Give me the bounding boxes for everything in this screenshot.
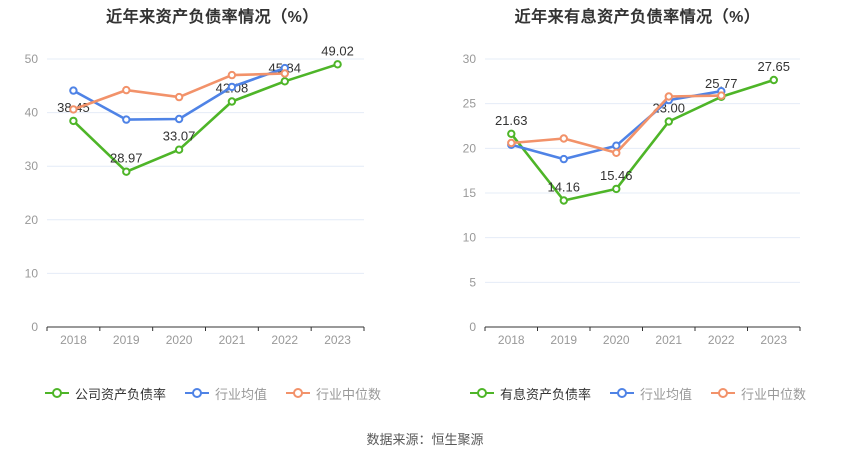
data-point-label: 21.63 — [495, 113, 528, 128]
y-axis-tick-label: 0 — [31, 320, 38, 334]
charts-row: 近年来资产负债率情况（%） 0 10 20 30 40 50 2018 2019 2020 202… — [0, 0, 850, 403]
y-axis-tick-label: 5 — [469, 275, 476, 289]
data-point[interactable] — [559, 196, 569, 205]
legend-item-industry-average[interactable]: 行业均值 — [184, 384, 267, 403]
y-axis-tick-label: 40 — [25, 106, 39, 120]
y-axis-tick-label: 10 — [463, 231, 477, 245]
line-circle-marker-icon — [609, 388, 634, 398]
legend-label: 行业均值 — [214, 386, 267, 402]
x-axis-tick-label: 2022 — [708, 333, 735, 347]
series-1 — [69, 63, 289, 124]
interest-bearing-liability-ratio-plot: 0 5 10 15 20 25 30 2018 2019 2020 2021 2022 2023 21.6… — [463, 52, 801, 347]
data-point[interactable] — [122, 115, 131, 124]
y-axis-tick-label: 20 — [25, 213, 39, 227]
line-circle-marker-icon — [286, 388, 310, 398]
series-2 — [507, 91, 726, 158]
data-point[interactable] — [280, 77, 289, 86]
data-point[interactable] — [122, 85, 131, 95]
data-point[interactable] — [174, 114, 184, 124]
data-point[interactable] — [280, 69, 289, 78]
x-axis-tick-label: 2021 — [655, 333, 682, 347]
legend-label: 行业中位数 — [316, 386, 382, 402]
y-axis-tick-label: 15 — [463, 186, 477, 200]
chart-title: 近年来资产负债率情况（%） — [106, 9, 319, 26]
data-point[interactable] — [227, 97, 237, 106]
data-point-label: 14.16 — [547, 180, 580, 195]
data-point[interactable] — [122, 167, 131, 176]
line-circle-marker-icon — [469, 388, 494, 398]
data-point[interactable] — [559, 154, 569, 164]
asset-liability-ratio-chart: 近年来资产负债率情况（%） 0 10 20 30 40 50 2018 2019 2020 202… — [0, 0, 425, 403]
x-axis-tick-label: 2023 — [324, 333, 351, 347]
legend-item-interest-bearing-ratio[interactable]: 有息资产负债率 — [469, 384, 591, 403]
legend-item-industry-median[interactable]: 行业中位数 — [285, 384, 381, 403]
data-point-label: 27.65 — [757, 59, 790, 74]
x-axis-tick-label: 2020 — [603, 333, 630, 347]
y-axis-tick-label: 50 — [25, 52, 39, 66]
y-axis-tick-label: 30 — [25, 159, 39, 173]
data-point[interactable] — [69, 116, 78, 126]
x-axis-tick-label: 2020 — [166, 333, 193, 347]
data-point[interactable] — [769, 75, 778, 85]
data-point[interactable] — [174, 92, 184, 102]
series-line — [72, 63, 338, 173]
data-point[interactable] — [664, 117, 674, 126]
y-axis-tick-label: 20 — [463, 141, 477, 155]
x-axis-tick-label: 2018 — [498, 333, 525, 347]
data-point[interactable] — [69, 105, 78, 114]
data-point[interactable] — [227, 70, 237, 80]
data-point[interactable] — [664, 92, 674, 101]
data-point-label: 33.07 — [163, 129, 196, 144]
data-point[interactable] — [174, 145, 184, 154]
data-point[interactable] — [717, 91, 726, 100]
data-point-label: 25.77 — [705, 76, 738, 91]
x-axis-tick-label: 2022 — [271, 333, 298, 347]
series-2 — [69, 69, 289, 114]
data-point[interactable] — [507, 129, 516, 139]
legend-label: 有息资产负债率 — [499, 386, 591, 402]
y-axis-tick-label: 30 — [463, 52, 477, 66]
legend-item-industry-median[interactable]: 行业中位数 — [710, 384, 806, 403]
legend-label: 行业均值 — [639, 386, 692, 402]
chart-title: 近年来有息资产负债率情况（%） — [514, 9, 761, 26]
line-circle-marker-icon — [184, 388, 209, 398]
data-point[interactable] — [559, 134, 569, 143]
x-axis-tick-label: 2019 — [550, 333, 577, 347]
y-axis-tick-label: 25 — [463, 97, 477, 111]
legend-item-company-ratio[interactable]: 公司资产负债率 — [44, 384, 166, 403]
data-source-note: 数据来源：恒生聚源 — [366, 432, 484, 447]
legend-item-industry-average[interactable]: 行业均值 — [609, 384, 692, 403]
x-axis-tick-label: 2018 — [60, 333, 87, 347]
data-point-label: 28.97 — [110, 151, 143, 166]
data-point[interactable] — [612, 148, 621, 158]
data-point[interactable] — [612, 184, 621, 194]
data-point[interactable] — [227, 82, 237, 92]
data-point[interactable] — [333, 60, 342, 69]
legend-label: 公司资产负债率 — [74, 386, 166, 402]
data-point[interactable] — [612, 141, 621, 150]
data-point-label: 49.02 — [321, 43, 354, 58]
data-point[interactable] — [507, 138, 516, 148]
data-point[interactable] — [69, 86, 78, 95]
x-axis-tick-label: 2019 — [113, 333, 140, 347]
series-line — [510, 78, 775, 202]
legend: 有息资产负债率 行业均值 行业中位数 — [425, 384, 850, 403]
x-axis-tick-label: 2023 — [760, 333, 787, 347]
line-circle-marker-icon — [44, 388, 69, 398]
legend-label: 行业中位数 — [741, 386, 807, 402]
data-point-label: 15.46 — [600, 168, 633, 183]
legend: 公司资产负债率 行业均值 行业中位数 — [0, 384, 425, 403]
asset-liability-ratio-plot: 0102030405020182019202020212022202338.45… — [25, 43, 365, 347]
y-axis-tick-label: 10 — [25, 266, 39, 280]
line-circle-marker-icon — [711, 388, 735, 398]
y-axis-tick-label: 0 — [469, 320, 476, 334]
x-axis-tick-label: 2021 — [219, 333, 246, 347]
interest-bearing-liability-ratio-chart: 近年来有息资产负债率情况（%） 0 5 10 15 20 25 30 2018 2019 2020… — [425, 0, 850, 403]
